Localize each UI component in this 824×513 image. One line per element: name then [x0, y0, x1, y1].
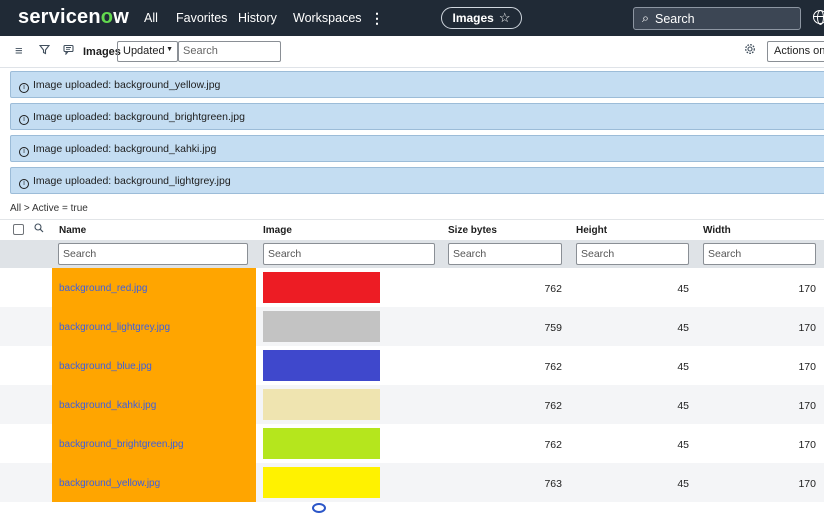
info-message-text: Image uploaded: background_kahki.jpg: [33, 143, 217, 155]
filter-icon[interactable]: [38, 44, 51, 58]
height-search-input[interactable]: Search: [576, 243, 689, 265]
name-cell: background_yellow.jpg: [52, 463, 256, 502]
width-search-input[interactable]: Search: [703, 243, 816, 265]
name-cell: background_red.jpg: [52, 268, 256, 307]
image-thumbnail[interactable]: [263, 350, 380, 381]
image-thumbnail[interactable]: [263, 272, 380, 303]
global-search-input[interactable]: ⌕ Search: [633, 7, 801, 30]
table-row: background_brightgreen.jpg 762 45 170: [0, 424, 824, 463]
column-search-row: Search Search Search Search Search: [0, 240, 824, 268]
height-value: 45: [677, 478, 689, 490]
nav-workspaces[interactable]: Workspaces: [293, 11, 362, 25]
global-search-label: Search: [655, 11, 695, 26]
info-message: i Image uploaded: background_kahki.jpg: [10, 135, 824, 162]
info-icon: i: [19, 115, 29, 125]
record-link[interactable]: background_brightgreen.jpg: [59, 439, 184, 450]
info-icon: i: [19, 179, 29, 189]
height-value: 45: [677, 283, 689, 295]
column-header-size-bytes[interactable]: Size bytes: [448, 225, 497, 236]
name-cell: background_blue.jpg: [52, 346, 256, 385]
chevron-down-icon: ▼: [166, 46, 173, 53]
more-menu-icon[interactable]: ⋮: [370, 10, 384, 26]
info-message-text: Image uploaded: background_yellow.jpg: [33, 79, 221, 91]
list-search-input[interactable]: Search: [178, 41, 281, 62]
column-header-height[interactable]: Height: [576, 225, 608, 236]
globe-icon[interactable]: [813, 10, 824, 25]
size-bytes-value: 759: [544, 322, 562, 334]
comment-icon[interactable]: [63, 44, 74, 58]
record-link[interactable]: background_kahki.jpg: [59, 400, 157, 411]
actions-select[interactable]: Actions on selected rows: [767, 41, 824, 62]
name-search-input[interactable]: Search: [58, 243, 248, 265]
size-bytes-value: 763: [544, 478, 562, 490]
image-thumbnail[interactable]: [263, 467, 380, 498]
table-row: background_lightgrey.jpg 759 45 170: [0, 307, 824, 346]
info-message: i Image uploaded: background_brightgreen.…: [10, 103, 824, 130]
pill-label: Images: [452, 11, 494, 25]
search-icon[interactable]: [34, 223, 44, 236]
image-thumbnail[interactable]: [263, 428, 380, 459]
size-bytes-value: 762: [544, 400, 562, 412]
size-bytes-value: 762: [544, 283, 562, 295]
column-header-width[interactable]: Width: [703, 225, 731, 236]
table-row: background_blue.jpg 762 45 170: [0, 346, 824, 385]
select-all-checkbox[interactable]: [13, 224, 24, 235]
column-header-image[interactable]: Image: [263, 225, 292, 236]
name-cell: background_kahki.jpg: [52, 385, 256, 424]
height-value: 45: [677, 361, 689, 373]
record-link[interactable]: background_lightgrey.jpg: [59, 322, 171, 333]
image-thumbnail[interactable]: [263, 389, 380, 420]
image-thumbnail[interactable]: [263, 311, 380, 342]
width-value: 170: [798, 439, 816, 451]
favorite-star-icon[interactable]: ☆: [498, 10, 511, 25]
nav-history[interactable]: History: [238, 11, 277, 25]
width-value: 170: [798, 400, 816, 412]
info-icon: i: [19, 147, 29, 157]
size-bytes-value: 762: [544, 361, 562, 373]
height-value: 45: [677, 439, 689, 451]
loading-indicator-icon: [312, 503, 326, 513]
breadcrumb[interactable]: All > Active = true: [10, 203, 88, 214]
top-navigation-bar: servicenow All Favorites History Workspa…: [0, 0, 824, 36]
size-search-input[interactable]: Search: [448, 243, 562, 265]
table-header: Name Image Size bytes Height Width: [0, 219, 824, 240]
nav-all[interactable]: All: [144, 11, 158, 25]
height-value: 45: [677, 322, 689, 334]
hamburger-menu-icon[interactable]: ≡: [15, 43, 23, 58]
info-message: i Image uploaded: background_lightgrey.jp…: [10, 167, 824, 194]
name-cell: background_brightgreen.jpg: [52, 424, 256, 463]
size-bytes-value: 762: [544, 439, 562, 451]
record-link[interactable]: background_red.jpg: [59, 283, 148, 294]
nav-favorites[interactable]: Favorites: [176, 11, 228, 25]
table-row: background_yellow.jpg 763 45 170: [0, 463, 824, 502]
image-search-input[interactable]: Search: [263, 243, 435, 265]
gear-icon[interactable]: [744, 43, 756, 58]
sort-field-value: Updated: [123, 45, 165, 57]
info-message-text: Image uploaded: background_lightgrey.jpg: [33, 175, 231, 187]
context-pill-images[interactable]: Images ☆: [441, 7, 522, 29]
search-icon: ⌕: [642, 11, 650, 25]
info-message: i Image uploaded: background_yellow.jpg: [10, 71, 824, 98]
width-value: 170: [798, 283, 816, 295]
column-header-name[interactable]: Name: [59, 225, 87, 236]
list-title: Images: [83, 46, 121, 58]
width-value: 170: [798, 322, 816, 334]
servicenow-logo[interactable]: servicenow: [18, 6, 129, 28]
info-icon: i: [19, 83, 29, 93]
height-value: 45: [677, 400, 689, 412]
sort-field-select[interactable]: Updated ▼: [117, 41, 178, 62]
record-link[interactable]: background_blue.jpg: [59, 361, 152, 372]
width-value: 170: [798, 478, 816, 490]
list-toolbar: ≡ Images Updated ▼ Search Actions on sel…: [0, 36, 824, 68]
width-value: 170: [798, 361, 816, 373]
table-row: background_red.jpg 762 45 170: [0, 268, 824, 307]
info-message-text: Image uploaded: background_brightgreen.j…: [33, 111, 245, 123]
table-row: background_kahki.jpg 762 45 170: [0, 385, 824, 424]
record-link[interactable]: background_yellow.jpg: [59, 478, 161, 489]
name-cell: background_lightgrey.jpg: [52, 307, 256, 346]
